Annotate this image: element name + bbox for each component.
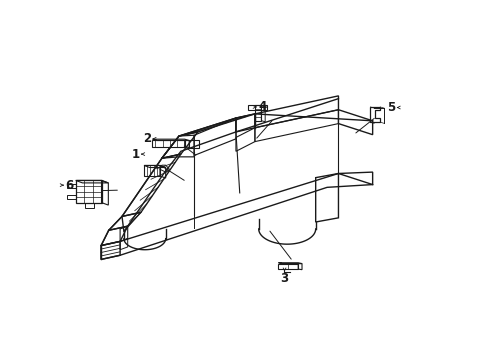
Text: 5: 5 <box>387 101 395 114</box>
Text: 3: 3 <box>280 272 289 285</box>
Text: 1: 1 <box>131 148 139 161</box>
Text: 4: 4 <box>258 100 267 113</box>
Text: 6: 6 <box>66 179 74 192</box>
Text: 2: 2 <box>143 132 151 145</box>
